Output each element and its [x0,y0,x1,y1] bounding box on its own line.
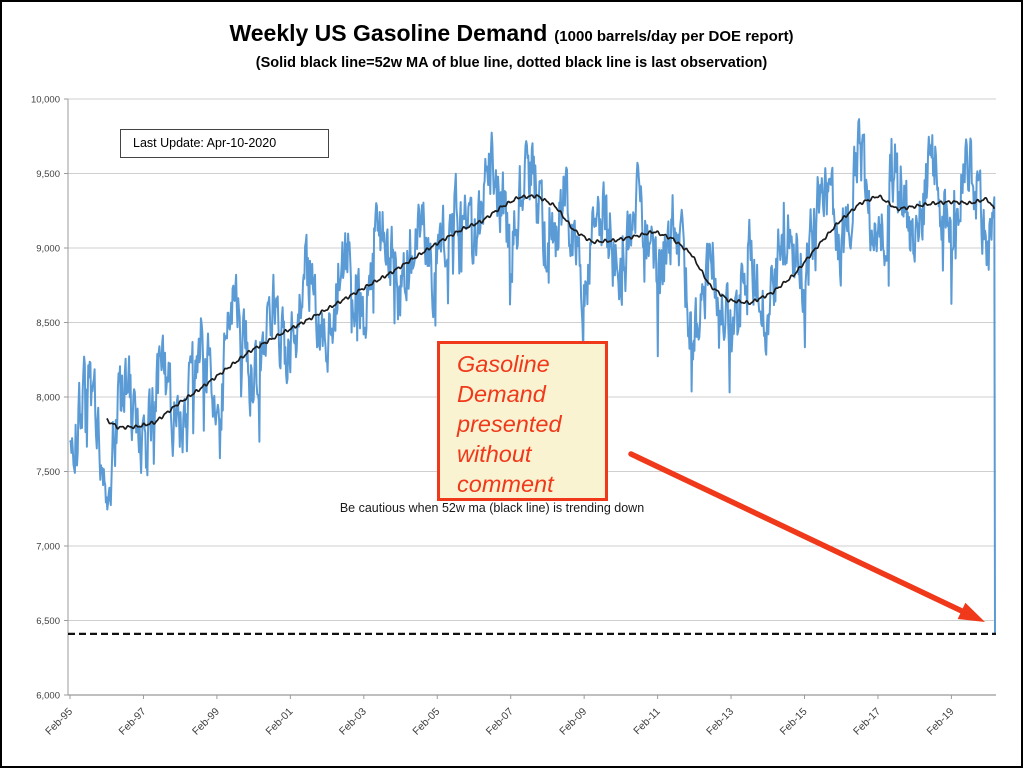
chart-subtitle: (Solid black line=52w MA of blue line, d… [255,55,768,71]
svg-text:Feb-01: Feb-01 [263,706,295,738]
page-title: Weekly US Gasoline Demand [229,20,548,46]
svg-text:Feb-17: Feb-17 [851,706,883,738]
svg-text:7,000: 7,000 [36,542,60,553]
svg-text:Feb-09: Feb-09 [557,706,589,738]
svg-text:Feb-03: Feb-03 [337,706,369,738]
svg-text:7,500: 7,500 [36,467,60,478]
svg-text:Feb-05: Feb-05 [410,706,442,738]
svg-text:Feb-19: Feb-19 [925,706,957,738]
svg-text:Feb-99: Feb-99 [190,706,222,738]
red-arrow-icon [957,602,985,622]
last-update-box: Last Update: Apr-10-2020 [120,129,329,158]
svg-text:10,000: 10,000 [31,95,60,106]
svg-text:Feb-11: Feb-11 [631,706,663,738]
svg-text:9,000: 9,000 [36,244,60,255]
caution-note: Be cautious when 52w ma (black line) is … [339,501,645,515]
svg-text:6,000: 6,000 [36,691,60,702]
svg-text:8,000: 8,000 [36,393,60,404]
last-update-label: Last Update: Apr-10-2020 [133,136,277,150]
svg-text:6,500: 6,500 [36,616,60,627]
comment-annotation-box: Gasoline Demand presented without commen… [437,341,608,501]
page-title-units: (1000 barrels/day per DOE report) [554,28,794,45]
chart-title-row: Weekly US Gasoline Demand (1000 barrels/d… [2,20,1021,47]
svg-text:Feb-97: Feb-97 [117,706,149,738]
svg-text:Feb-13: Feb-13 [704,706,736,738]
comment-annotation-text: Gasoline Demand presented without commen… [457,351,562,498]
svg-text:Feb-07: Feb-07 [484,706,516,738]
svg-text:Feb-95: Feb-95 [43,706,75,738]
svg-text:8,500: 8,500 [36,318,60,329]
svg-text:Feb-15: Feb-15 [778,706,810,738]
svg-text:9,500: 9,500 [36,169,60,180]
